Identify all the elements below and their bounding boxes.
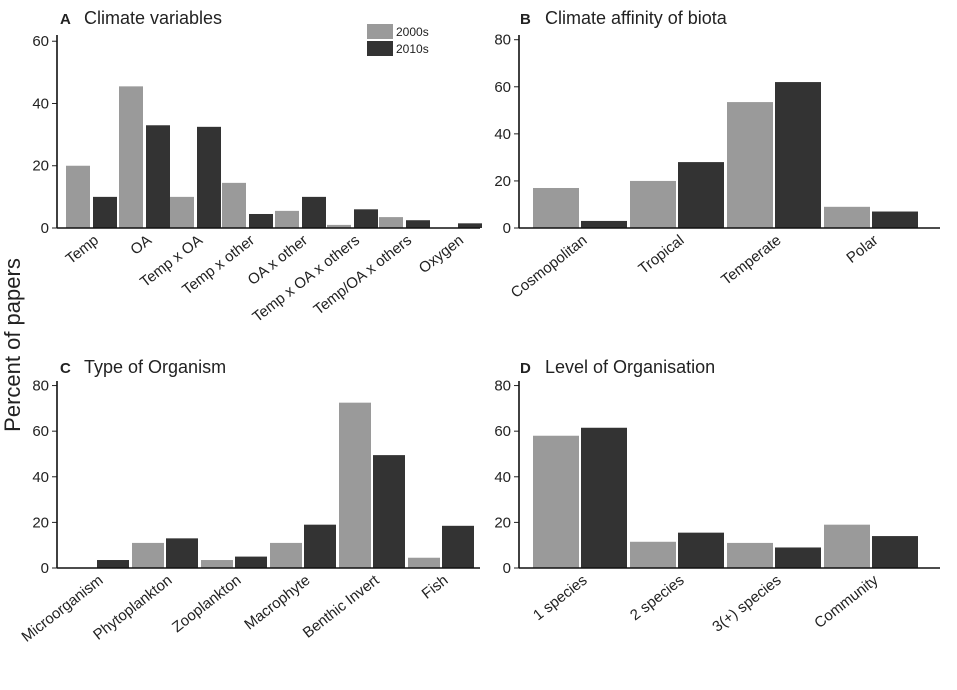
legend-swatch-2000s — [367, 24, 393, 39]
bar-2000s-macrophyte — [270, 542, 302, 568]
bar-2010s-oa-x-other — [302, 196, 326, 228]
bar-2010s-fish — [442, 525, 474, 568]
panel-title: Climate affinity of biota — [545, 8, 728, 28]
bar-2010s-polar — [872, 211, 918, 228]
y-tick-label: 20 — [32, 514, 49, 531]
y-tick-label: 0 — [503, 220, 511, 237]
bar-2010s-zooplankton — [235, 556, 267, 568]
y-tick-label: 80 — [494, 32, 511, 49]
legend: 2000s 2010s — [367, 24, 429, 56]
bar-2000s-fish — [408, 557, 440, 568]
bar-2010s-temperate — [775, 82, 821, 228]
bar-2010s-macrophyte — [304, 524, 336, 568]
y-tick-label: 40 — [494, 126, 511, 143]
x-category-label: Oxygen — [416, 232, 467, 277]
bar-2000s-zooplankton — [201, 560, 233, 568]
y-tick-label: 0 — [41, 220, 49, 237]
panel-c: C Type of Organism020406080MicroorganismP… — [18, 357, 480, 646]
x-category-label: Temp/OA x others — [311, 232, 415, 319]
x-category-label: 1 species — [530, 572, 590, 624]
y-tick-label: 60 — [494, 79, 511, 96]
x-category-label: Tropical — [635, 232, 687, 278]
bar-2000s-1-species — [533, 435, 579, 568]
bar-2010s-oxygen — [458, 223, 482, 228]
bar-2000s-benthic-invert — [339, 402, 371, 568]
bar-2010s-temp-x-other — [249, 213, 273, 228]
x-category-label: Polar — [843, 232, 881, 267]
y-tick-label: 0 — [41, 560, 49, 577]
y-tick-label: 40 — [32, 469, 49, 486]
bar-2010s-temp-x-oa-x-others — [354, 209, 378, 228]
y-tick-label: 0 — [503, 560, 511, 577]
bar-2010s-temp-oa-x-others — [406, 220, 430, 228]
panel-b: B Climate affinity of biota 0 20 40 60 80 Cosmo… — [494, 8, 940, 302]
panel-title: Type of Organism — [84, 357, 226, 377]
panel-title: Climate variables — [84, 8, 222, 28]
bar-2010s-cosmopolitan — [581, 220, 627, 228]
x-category-label: 3(+) species — [709, 572, 784, 636]
y-tick-label: 80 — [32, 378, 49, 395]
bar-2000s-temp-x-oa-x-others — [327, 224, 351, 228]
bar-2000s-3-species — [727, 542, 773, 568]
bar-2000s-cosmopolitan — [533, 187, 579, 228]
bar-2010s-tropical — [678, 162, 724, 228]
y-tick-label: 20 — [494, 514, 511, 531]
legend-label: 2000s — [396, 25, 429, 39]
y-axis-label: Percent of papers — [0, 258, 25, 432]
bar-2000s-temp-x-oa — [170, 196, 194, 228]
y-tick-label: 20 — [494, 173, 511, 190]
y-tick-label: 40 — [32, 95, 49, 112]
bar-2010s-oa — [146, 125, 170, 228]
x-category-label: Temp — [63, 232, 102, 268]
x-category-label: OA — [127, 232, 155, 259]
bar-2010s-temp-x-oa — [197, 126, 221, 228]
panel-title: Level of Organisation — [545, 357, 715, 377]
legend-label: 2010s — [396, 42, 429, 56]
y-tick-label: 40 — [494, 469, 511, 486]
bar-2000s-temp-oa-x-others — [379, 217, 403, 228]
panel-letter: B — [520, 11, 531, 28]
panel-d: D Level of Organisation 0 20 40 60 80 1 species… — [494, 357, 940, 636]
y-tick-label: 20 — [32, 158, 49, 175]
bar-2000s-2-species — [630, 541, 676, 568]
x-category-label: 2 species — [627, 572, 687, 624]
bar-2000s-phytoplankton — [132, 542, 164, 568]
bar-2010s-2-species — [678, 532, 724, 568]
bar-2010s-1-species — [581, 427, 627, 568]
bar-2010s-community — [872, 536, 918, 568]
bar-2000s-tropical — [630, 180, 676, 228]
y-tick-label: 60 — [32, 423, 49, 440]
bar-2010s-3-species — [775, 547, 821, 568]
legend-swatch-2010s — [367, 41, 393, 56]
bar-2000s-polar — [824, 206, 870, 228]
bar-2010s-phytoplankton — [166, 538, 198, 568]
x-category-label: Cosmopolitan — [508, 232, 591, 302]
x-category-label: Temperate — [718, 232, 784, 289]
bar-2000s-temp — [66, 165, 90, 228]
x-category-label: Macrophyte — [241, 572, 313, 634]
bar-2010s-microorganism — [97, 560, 129, 568]
bar-2000s-oa — [119, 86, 143, 228]
x-category-label: Fish — [419, 572, 452, 603]
bar-2000s-temperate — [727, 102, 773, 228]
y-tick-label: 60 — [32, 33, 49, 50]
bar-2010s-benthic-invert — [373, 455, 405, 568]
bar-2010s-temp — [93, 196, 117, 228]
y-tick-label: 80 — [494, 378, 511, 395]
y-tick-label: 60 — [494, 423, 511, 440]
x-category-label: Benthic Invert — [300, 571, 383, 641]
x-category-label: Zooplankton — [169, 572, 245, 636]
panel-letter: D — [520, 360, 531, 377]
panel-letter: C — [60, 360, 71, 377]
bar-2000s-oa-x-other — [275, 210, 299, 228]
x-category-label: Community — [811, 571, 882, 631]
bar-2000s-temp-x-other — [222, 182, 246, 228]
bar-2000s-community — [824, 524, 870, 568]
panel-letter: A — [60, 11, 71, 28]
